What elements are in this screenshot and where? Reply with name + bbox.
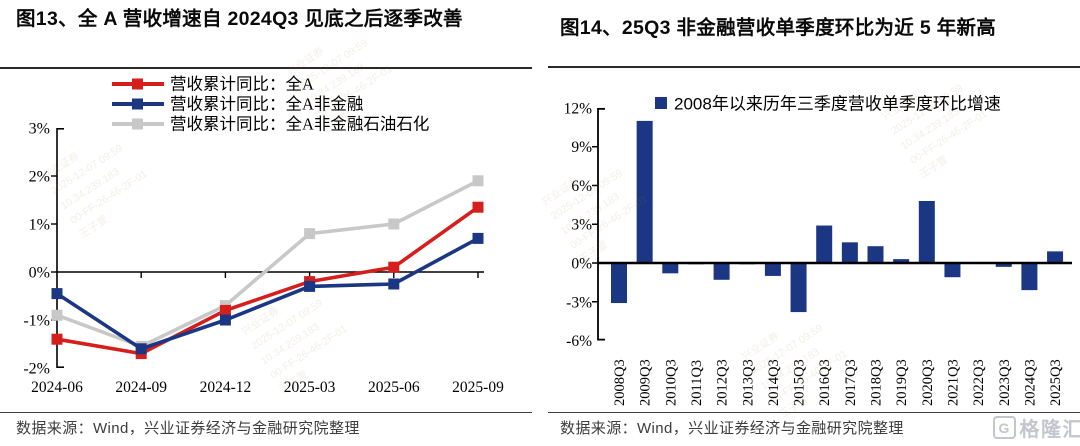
svg-text:2020Q3: 2020Q3 (920, 359, 936, 406)
svg-text:2012Q3: 2012Q3 (715, 359, 731, 406)
svg-text:2024-06: 2024-06 (31, 379, 83, 396)
svg-text:2010Q3: 2010Q3 (663, 359, 679, 406)
svg-text:2025-06: 2025-06 (368, 379, 420, 396)
svg-text:-6%: -6% (566, 333, 592, 350)
svg-text:2018Q3: 2018Q3 (869, 359, 885, 406)
svg-text:2013Q3: 2013Q3 (740, 359, 756, 406)
right-footer-rule (548, 412, 1080, 413)
svg-text:2021Q3: 2021Q3 (945, 359, 961, 406)
svg-text:2025-09: 2025-09 (452, 379, 504, 396)
svg-text:2019Q3: 2019Q3 (894, 359, 910, 406)
bar-chart-svg: 2008年以来历年三季度营收单季度环比增速 12% 9% 6% 3% 0% -3% -6% 20… (564, 95, 1072, 406)
gelonghui-logo-text: 格隆汇 (1019, 419, 1080, 441)
svg-text:9%: 9% (571, 139, 592, 156)
left-figure-title: 图13、全 A 营收增速自 2024Q3 见底之后逐季改善 (16, 8, 463, 30)
svg-text:2024Q3: 2024Q3 (1022, 359, 1038, 406)
svg-text:2008Q3: 2008Q3 (612, 359, 628, 406)
svg-text:2008年以来历年三季度营收单季度环比增速: 2008年以来历年三季度营收单季度环比增速 (674, 95, 1001, 114)
right-source-note: 数据来源：Wind，兴业证券经济与金融研究院整理 (560, 420, 904, 437)
left-footer-rule (0, 412, 532, 413)
svg-text:-3%: -3% (566, 294, 592, 311)
svg-text:2022Q3: 2022Q3 (971, 359, 987, 406)
svg-text:营收累计同比：全A非金融: 营收累计同比：全A非金融 (170, 95, 363, 114)
svg-text:2023Q3: 2023Q3 (997, 359, 1013, 406)
svg-text:3%: 3% (571, 217, 592, 234)
svg-text:12%: 12% (564, 100, 593, 117)
svg-text:0%: 0% (29, 265, 50, 282)
svg-text:3%: 3% (29, 121, 50, 138)
svg-text:2017Q3: 2017Q3 (843, 359, 859, 406)
svg-text:2014Q3: 2014Q3 (766, 359, 782, 406)
svg-text:2016Q3: 2016Q3 (817, 359, 833, 406)
svg-text:0%: 0% (571, 256, 592, 273)
svg-text:2024-12: 2024-12 (200, 379, 252, 396)
right-figure-panel: 图14、25Q3 非金融营收单季度环比为近 5 年新高 2008年以来历年三季度… (548, 0, 1080, 446)
svg-text:2025Q3: 2025Q3 (1048, 359, 1064, 406)
svg-text:2009Q3: 2009Q3 (638, 359, 654, 406)
left-figure-panel: 图13、全 A 营收增速自 2024Q3 见底之后逐季改善 营收累计同比：全A 营… (0, 0, 532, 446)
svg-text:营收累计同比：全A非金融石油石化: 营收累计同比：全A非金融石油石化 (170, 115, 429, 134)
svg-text:营收累计同比：全A: 营收累计同比：全A (170, 75, 314, 94)
svg-text:2011Q3: 2011Q3 (689, 360, 705, 406)
left-source-note: 数据来源：Wind，兴业证券经济与金融研究院整理 (16, 420, 360, 437)
svg-text:-2%: -2% (23, 361, 50, 378)
svg-text:6%: 6% (571, 178, 592, 195)
right-figure-title: 图14、25Q3 非金融营收单季度环比为近 5 年新高 (560, 17, 997, 39)
svg-text:-1%: -1% (23, 313, 50, 330)
svg-text:2024-09: 2024-09 (115, 379, 167, 396)
left-title-rule (0, 67, 532, 69)
svg-text:2%: 2% (29, 169, 50, 186)
gelonghui-g-icon: G (992, 416, 1016, 439)
svg-text:2025-03: 2025-03 (284, 379, 336, 396)
svg-text:2015Q3: 2015Q3 (792, 359, 808, 406)
gelonghui-logo: G 格隆汇 (989, 413, 1080, 442)
right-title-rule (548, 66, 1080, 68)
svg-text:1%: 1% (29, 217, 50, 234)
